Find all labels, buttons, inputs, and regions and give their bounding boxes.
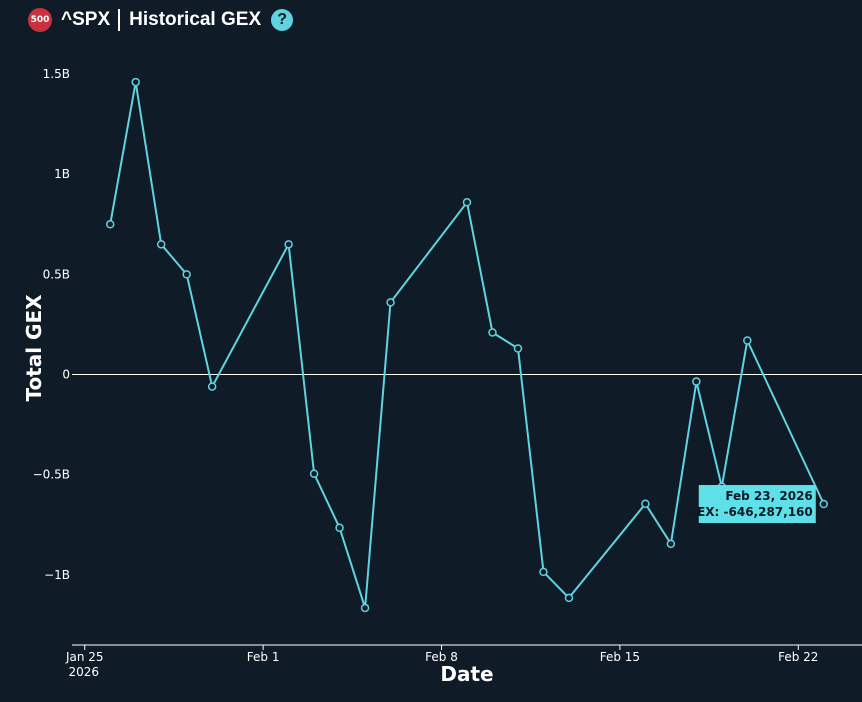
x-tick-year-label: 2026 bbox=[68, 665, 99, 679]
spx-500-badge-icon: 500 bbox=[28, 8, 52, 32]
y-tick-label: −0.5B bbox=[33, 468, 70, 482]
data-point[interactable] bbox=[564, 593, 574, 603]
data-point[interactable] bbox=[105, 220, 115, 229]
header-divider bbox=[118, 9, 121, 31]
data-point[interactable] bbox=[743, 336, 752, 345]
y-tick-label: 1.5B bbox=[43, 67, 70, 81]
data-point[interactable] bbox=[641, 499, 650, 509]
data-point[interactable] bbox=[156, 240, 166, 249]
chart-header: 500 ^SPX Historical GEX ? bbox=[28, 6, 294, 34]
x-tick-label: Jan 25 bbox=[65, 650, 104, 664]
data-point[interactable] bbox=[386, 298, 395, 307]
data-point[interactable] bbox=[360, 603, 370, 613]
series-group bbox=[109, 81, 825, 609]
x-tick-label: Feb 15 bbox=[600, 650, 640, 664]
data-point[interactable] bbox=[131, 77, 140, 87]
y-axis-ticks: 1.5B 1B 0.5B 0 −0.5B −1B bbox=[33, 67, 70, 582]
question-circle-icon[interactable]: ? bbox=[271, 9, 294, 31]
data-point[interactable] bbox=[335, 523, 344, 533]
data-point[interactable] bbox=[513, 344, 523, 353]
data-point[interactable] bbox=[207, 382, 217, 391]
page-title: Historical GEX bbox=[129, 9, 262, 30]
data-point[interactable] bbox=[462, 198, 472, 207]
x-tick-label: Feb 1 bbox=[247, 650, 280, 664]
y-tick-label: 0 bbox=[62, 368, 70, 382]
data-point[interactable] bbox=[819, 499, 829, 509]
series-line bbox=[109, 81, 825, 609]
data-point[interactable] bbox=[666, 539, 676, 549]
data-point[interactable] bbox=[539, 567, 548, 577]
y-tick-label: 1B bbox=[54, 167, 70, 181]
points-group[interactable] bbox=[105, 77, 829, 613]
hover-tooltip: Feb 23, 2026 GEX: -646,287,160 bbox=[687, 485, 816, 524]
tooltip-date: Feb 23, 2026 bbox=[725, 489, 812, 503]
x-axis-title: Date bbox=[440, 662, 493, 686]
data-point[interactable] bbox=[309, 469, 319, 478]
y-tick-label: −1B bbox=[44, 568, 70, 582]
x-tick-label: Feb 8 bbox=[425, 650, 458, 664]
data-point[interactable] bbox=[488, 328, 497, 337]
data-point[interactable] bbox=[284, 240, 293, 249]
x-tick-label: Feb 22 bbox=[778, 650, 818, 664]
y-axis-title: Total GEX bbox=[22, 294, 46, 402]
data-point[interactable] bbox=[692, 377, 701, 386]
tooltip-value: GEX: -646,287,160 bbox=[687, 505, 813, 519]
tooltip-background bbox=[698, 485, 816, 524]
y-tick-label: 0.5B bbox=[43, 267, 70, 281]
ticker-symbol: ^SPX bbox=[61, 9, 111, 30]
data-point[interactable] bbox=[182, 270, 191, 279]
